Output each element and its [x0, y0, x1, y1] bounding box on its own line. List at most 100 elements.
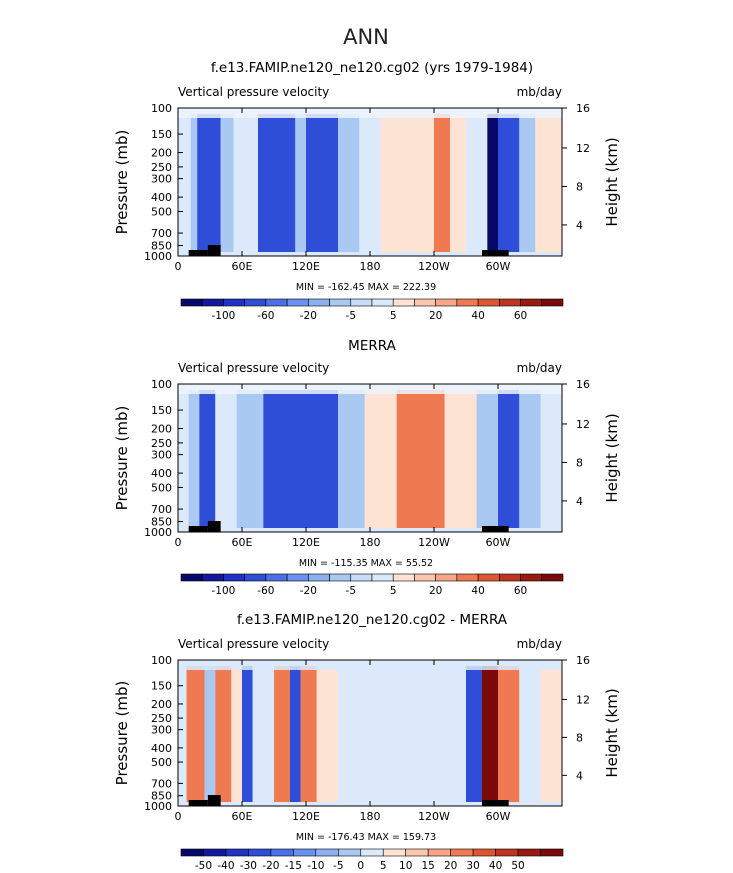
- contour-band: [535, 114, 562, 252]
- colorbar-swatch: [265, 298, 288, 307]
- colorbar-swatch: [371, 573, 394, 582]
- panel-left-label: Vertical pressure velocity: [178, 637, 329, 651]
- pressure-tick-label: 250: [151, 161, 172, 174]
- contour-band: [434, 114, 450, 252]
- pressure-tick-label: 250: [151, 437, 172, 450]
- height-tick-label: 16: [576, 654, 590, 667]
- contour-band: [466, 114, 488, 252]
- topography-africa: [188, 800, 208, 806]
- contour-band: [178, 114, 191, 252]
- colorbar-swatch: [392, 298, 415, 307]
- colorbar-swatch: [382, 848, 407, 857]
- contour-band: [466, 666, 482, 802]
- colorbar-swatch: [180, 848, 204, 857]
- lon-tick-label: 180: [360, 536, 381, 549]
- min-max-stats: MIN = -176.43 MAX = 159.73: [296, 832, 436, 843]
- pressure-tick-label: 250: [151, 712, 172, 725]
- topography-africa-high: [207, 521, 221, 532]
- contour-band: [519, 666, 541, 802]
- pressure-tick-label: 300: [151, 173, 172, 186]
- lon-tick-label: 120W: [418, 810, 450, 823]
- panels: f.e13.FAMIP.ne120_ne120.cg02 (yrs 1979-1…: [113, 60, 621, 872]
- pressure-tick-label: 200: [151, 147, 172, 160]
- lon-tick-label: 60W: [486, 810, 511, 823]
- lon-tick-label: 0: [175, 536, 182, 549]
- colorbar-swatch: [499, 573, 521, 582]
- colorbar-swatch: [477, 298, 500, 307]
- colorbar-label: 40: [471, 585, 484, 597]
- height-tick-label: 16: [576, 378, 590, 391]
- pressure-axis-title: Pressure (mb): [113, 406, 131, 511]
- pressure-tick-label: 150: [151, 128, 172, 141]
- colorbar-swatch: [427, 848, 451, 857]
- contour-band: [450, 114, 466, 252]
- contour-band: [290, 666, 301, 802]
- height-tick-label: 16: [576, 102, 590, 115]
- pressure-tick-label: 400: [151, 742, 172, 755]
- lon-tick-label: 60E: [232, 536, 253, 549]
- lon-tick-label: 180: [360, 810, 381, 823]
- contour-band: [540, 666, 562, 802]
- colorbar-swatch: [495, 848, 519, 857]
- contour-band: [306, 114, 338, 252]
- height-axis-title: Height (km): [603, 688, 621, 777]
- colorbar-swatch: [414, 298, 436, 307]
- contour-band: [487, 114, 498, 252]
- pressure-tick-label: 200: [151, 698, 172, 711]
- colorbar-swatch: [392, 573, 415, 582]
- colorbar-label: -5: [346, 310, 356, 322]
- height-tick-label: 4: [576, 769, 583, 782]
- colorbar-label: 60: [514, 585, 527, 597]
- contour-band: [519, 390, 541, 528]
- colorbar-label: -5: [333, 860, 343, 872]
- contour-band: [338, 666, 365, 802]
- contour-band: [197, 114, 221, 252]
- height-axis-title: Height (km): [603, 137, 621, 226]
- colorbar-label: -30: [240, 860, 257, 872]
- contour-band: [295, 114, 306, 252]
- topography-africa-high: [207, 795, 221, 806]
- contour-band: [274, 666, 290, 802]
- colorbar-label: 20: [429, 585, 442, 597]
- contour-band: [482, 666, 498, 802]
- colorbar-swatch: [472, 848, 496, 857]
- colorbar-swatch: [308, 573, 330, 582]
- colorbar-swatch: [248, 848, 272, 857]
- colorbar-swatch: [201, 573, 224, 582]
- panel-title: MERRA: [348, 338, 396, 354]
- colorbar-label: -40: [217, 860, 234, 872]
- pressure-tick-label: 100: [151, 102, 172, 115]
- colorbar-swatch: [540, 848, 564, 857]
- contour-band: [402, 666, 466, 802]
- pressure-tick-label: 850: [151, 790, 172, 803]
- contour-band: [178, 390, 189, 528]
- pressure-tick-label: 500: [151, 756, 172, 769]
- colorbar-label: -50: [195, 860, 212, 872]
- colorbar-label: -15: [285, 860, 302, 872]
- contour-band: [364, 666, 402, 802]
- colorbar-label: 5: [390, 585, 397, 597]
- contour-band: [498, 390, 520, 528]
- colorbar-swatch: [477, 573, 500, 582]
- pressure-tick-label: 200: [151, 423, 172, 436]
- colorbar-swatch: [350, 298, 373, 307]
- colorbar-swatch: [180, 298, 203, 307]
- pressure-tick-label: 500: [151, 205, 172, 218]
- colorbar-swatch: [414, 573, 436, 582]
- colorbar-swatch: [329, 298, 352, 307]
- contour-band: [444, 390, 477, 528]
- pressure-tick-label: 300: [151, 449, 172, 462]
- colorbar-swatch: [456, 573, 479, 582]
- colorbar-label: 5: [390, 310, 397, 322]
- panel-left-label: Vertical pressure velocity: [178, 85, 329, 99]
- pressure-tick-label: 700: [151, 227, 172, 240]
- contour-band: [359, 114, 381, 252]
- topography-south-america: [482, 250, 509, 256]
- contour-band: [396, 390, 445, 528]
- colorbar-swatch: [223, 298, 245, 307]
- colorbar-label: -100: [212, 310, 236, 322]
- contour-band: [190, 114, 198, 252]
- colorbar-swatch: [329, 573, 352, 582]
- lon-tick-label: 120W: [418, 536, 450, 549]
